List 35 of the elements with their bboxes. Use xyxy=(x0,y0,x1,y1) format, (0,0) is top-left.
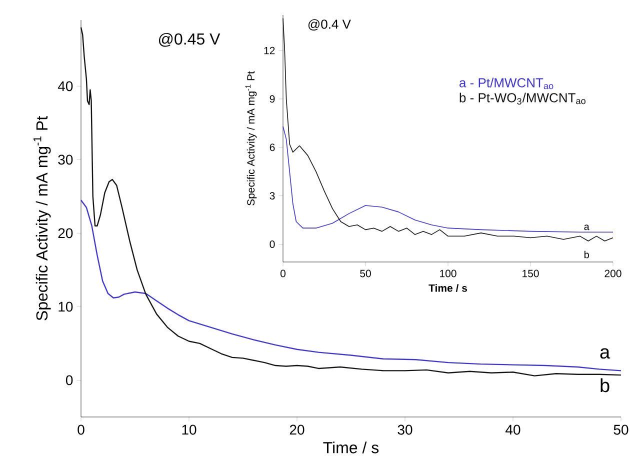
x-tick-label: 200 xyxy=(604,270,622,278)
y-tick-label: 40 xyxy=(58,81,73,92)
x-tick-label: 50 xyxy=(360,270,371,278)
y-axis-title: Specific Activity / mA mg$^{-1}$ Pt xyxy=(33,116,51,320)
y-tick-label: 9 xyxy=(270,95,275,103)
text: b - Pt-WO$_{3}$/MWCNT$_{ao}$ xyxy=(460,92,586,105)
y-tick-label: 12 xyxy=(264,46,275,54)
x-tick-label: 40 xyxy=(506,424,520,435)
y-tick-label: 0 xyxy=(270,240,275,248)
annotation: @0.4 V xyxy=(308,19,351,30)
text: a - Pt/MWCNT$_{ao}$ xyxy=(460,78,554,90)
x-tick-label: 10 xyxy=(182,424,196,435)
x-tick-label: 150 xyxy=(522,270,539,278)
x-axis-title: Time / s xyxy=(428,284,468,292)
y-axis-title: Specific Activity / mA mg$^{-1}$ Pt xyxy=(245,71,257,206)
y-tick-label: 20 xyxy=(58,228,73,238)
y-tick-label: 10 xyxy=(58,302,73,312)
x-axis-title: Time / s xyxy=(323,442,379,454)
y-tick-label: 30 xyxy=(58,154,73,165)
x-tick-label: 0 xyxy=(280,270,286,278)
annotation: a xyxy=(584,224,590,230)
x-tick-label: 20 xyxy=(290,424,304,435)
line-series xyxy=(282,18,614,242)
annotation: @0.45 V xyxy=(159,32,220,47)
y-tick-label: 3 xyxy=(270,192,275,200)
line-series xyxy=(282,126,614,233)
annotation: a xyxy=(600,348,610,359)
y-tick-label: 6 xyxy=(270,144,275,152)
x-tick-label: 0 xyxy=(78,424,84,435)
annotation: b xyxy=(584,250,589,258)
x-tick-label: 50 xyxy=(614,424,628,435)
x-tick-label: 30 xyxy=(398,424,412,435)
y-tick-label: 0 xyxy=(66,375,73,386)
annotation: b xyxy=(600,378,610,392)
x-tick-label: 100 xyxy=(440,270,456,278)
